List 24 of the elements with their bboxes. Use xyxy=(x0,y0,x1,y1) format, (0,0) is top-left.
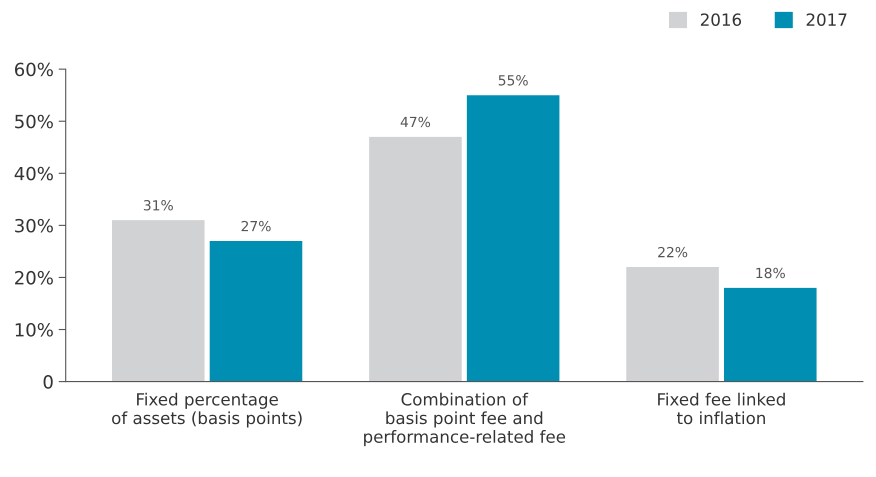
bar xyxy=(210,241,302,382)
data-label: 27% xyxy=(242,220,271,232)
bar xyxy=(369,136,462,382)
bar xyxy=(112,220,205,382)
legend-label: 2016 xyxy=(700,13,742,26)
y-tick-label: 40% xyxy=(14,166,53,180)
data-label: 18% xyxy=(756,268,785,278)
y-tick-label: 50% xyxy=(15,114,53,128)
y-tick-label: 0 xyxy=(44,375,53,389)
bar xyxy=(626,267,719,382)
x-tick-label: Fixed fee linked to inflation xyxy=(658,392,785,424)
data-label: 22% xyxy=(658,246,688,258)
bar xyxy=(724,288,817,382)
data-label: 31% xyxy=(144,200,173,211)
y-tick-label: 10% xyxy=(16,322,53,337)
data-label: 55% xyxy=(498,75,528,86)
y-tick-label: 60% xyxy=(15,62,53,76)
x-tick-label: Fixed percentage of assets (basis points) xyxy=(112,392,302,428)
x-tick-label: Combination of basis point fee and performance-related fee xyxy=(364,392,566,446)
legend-label: 2017 xyxy=(806,13,846,26)
y-tick-label: 30% xyxy=(15,218,53,232)
bar xyxy=(466,95,560,382)
y-tick-label: 20% xyxy=(15,270,53,285)
data-label: 47% xyxy=(400,116,430,128)
